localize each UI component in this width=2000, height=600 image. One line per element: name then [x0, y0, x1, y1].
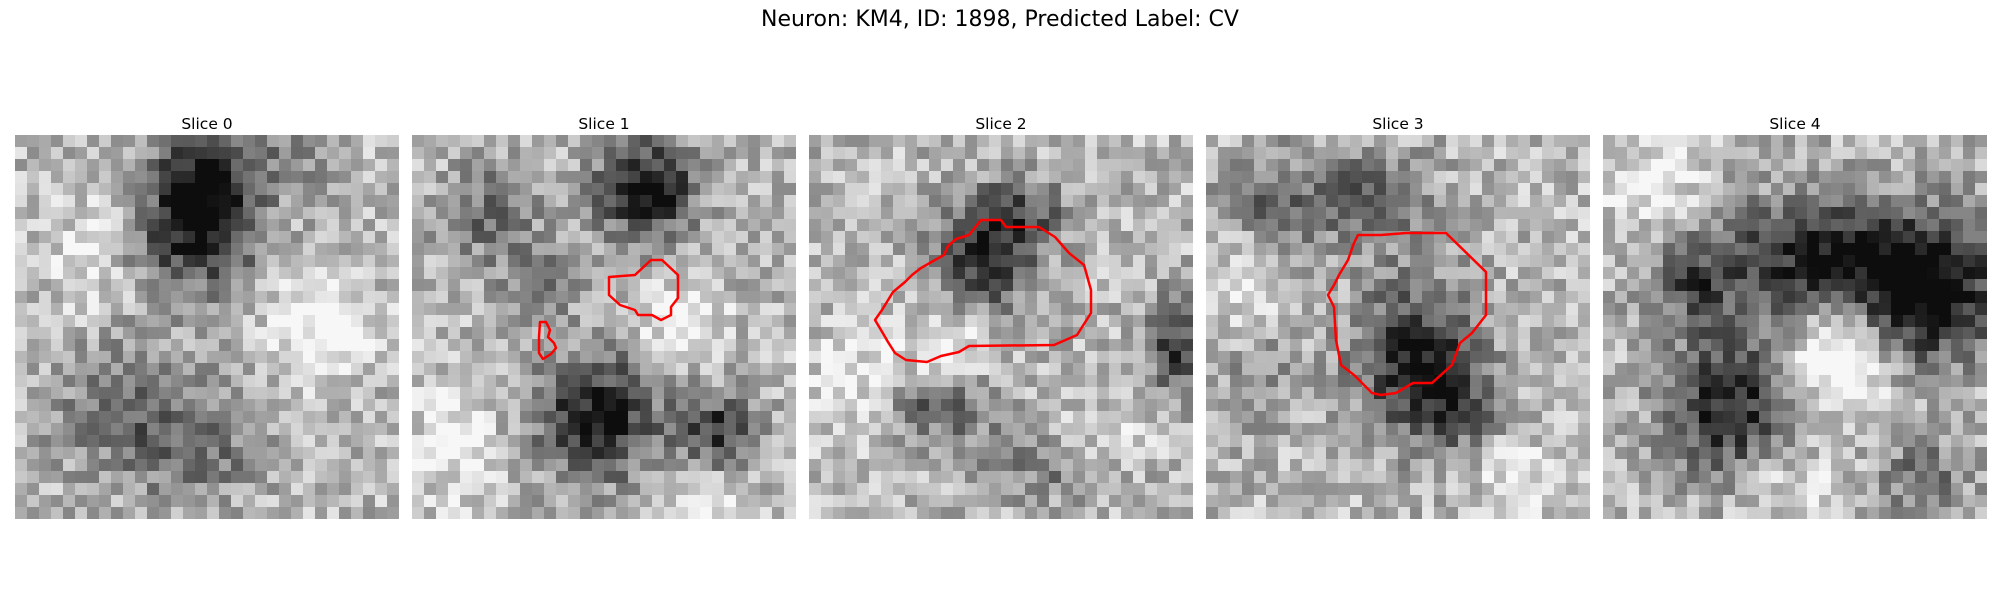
- slice-image-4: [1603, 135, 1987, 519]
- slice-panel-4: Slice 4: [1603, 113, 1987, 519]
- slice-title: Slice 2: [975, 115, 1027, 133]
- segmentation-contour: [537, 320, 558, 361]
- slice-image-0: [15, 135, 399, 519]
- figure-title: Neuron: KM4, ID: 1898, Predicted Label: …: [761, 7, 1239, 32]
- slice-panel-0: Slice 0: [15, 113, 399, 519]
- slice-title: Slice 4: [1769, 115, 1821, 133]
- segmentation-contour: [873, 218, 1093, 364]
- slice-title: Slice 0: [181, 115, 233, 133]
- slice-image-3: [1206, 135, 1590, 519]
- slice-title: Slice 3: [1372, 115, 1424, 133]
- slice-panel-3: Slice 3: [1206, 113, 1590, 519]
- slice-image-2: [809, 135, 1193, 519]
- segmentation-contour: [1326, 231, 1488, 397]
- slice-panel-2: Slice 2: [809, 113, 1193, 519]
- slice-image-1: [412, 135, 796, 519]
- slice-title: Slice 1: [578, 115, 630, 133]
- slice-panel-1: Slice 1: [412, 113, 796, 519]
- segmentation-contour: [607, 258, 680, 322]
